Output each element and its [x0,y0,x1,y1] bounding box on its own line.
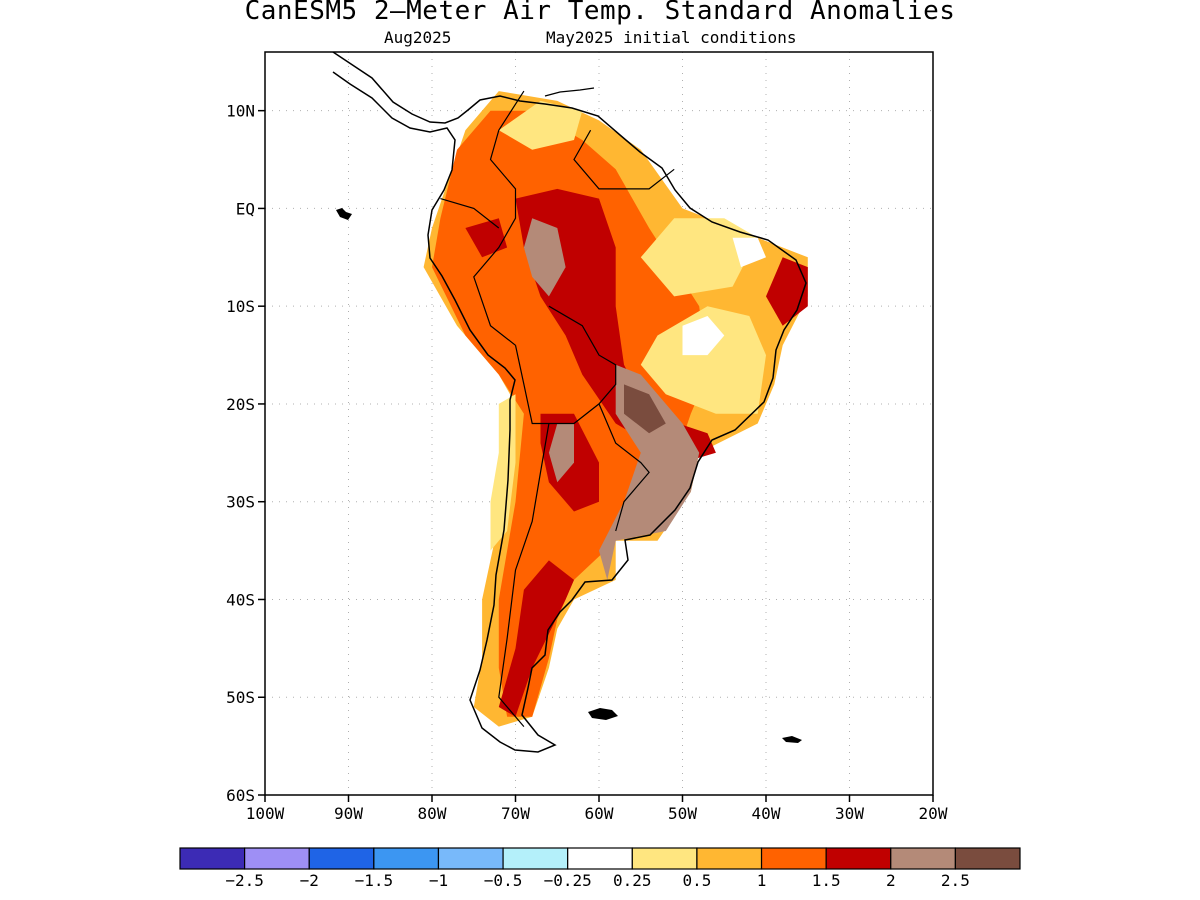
anomaly-region [640,218,758,297]
colorbar-label: −1 [429,871,448,890]
anomaly-region [548,423,574,483]
colorbar-swatch [954,847,1021,870]
y-tick-label: 20S [226,395,255,414]
south-georgia-island [782,736,802,743]
valid-month: Aug2025 [384,28,452,47]
colorbar-swatch [760,847,827,870]
colorbar-label: 2 [886,871,896,890]
x-tick-label: 90W [334,804,363,823]
x-tick-label: 100W [246,804,285,823]
x-tick-label: 60W [585,804,614,823]
colorbar: −2.5 −2 −1.5 −1 −0.5 −0.25 0.25 0.5 1 1.5 2 2.5 [179,847,1021,890]
x-tick-label: 70W [501,804,530,823]
axis-ticks: 100W 90W 80W 70W 60W 50W 40W 30W 20W 10N EQ 10S 20S 3… [226,102,948,823]
south-america-coastline [332,52,807,753]
anomaly-region [640,306,766,414]
y-tick-label: EQ [236,199,255,218]
x-tick-label: 40W [752,804,781,823]
coastlines [332,52,807,753]
colorbar-swatch [890,847,956,870]
colorbar-swatch [437,847,504,870]
falkland-islands [588,708,618,720]
colorbar-label: 1.5 [812,871,841,890]
colorbar-label: 1 [757,871,767,890]
x-tick-label: 80W [418,804,447,823]
country-border [473,90,525,346]
anomaly-region [732,237,766,268]
anomaly-region [498,560,574,717]
y-tick-label: 10S [226,297,255,316]
colorbar-label: −0.5 [484,871,523,890]
colorbar-swatch [631,847,698,870]
x-tick-label: 20W [919,804,948,823]
colorbar-label: −2.5 [225,871,264,890]
x-tick-label: 30W [835,804,864,823]
country-border [498,423,550,727]
y-tick-label: 10N [226,102,255,121]
initial-conditions: May2025 initial conditions [546,28,797,47]
anomaly-region [465,218,508,258]
colorbar-label: 0.5 [682,871,711,890]
colorbar-swatch [244,847,310,870]
colorbar-label: −1.5 [355,871,394,890]
colorbar-label: −0.25 [544,871,592,890]
cuba-island [544,87,595,97]
colorbar-swatch [373,847,440,870]
colorbar-swatch [179,847,246,870]
colorbar-swatch [308,847,375,870]
colorbar-swatch [696,847,763,870]
country-borders [440,90,675,727]
colorbar-swatch [502,847,569,870]
country-border [573,129,675,190]
y-tick-label: 30S [226,493,255,512]
colorbar-swatch [825,847,892,870]
colorbar-label: −2 [300,871,319,890]
anomaly-region [682,316,725,356]
map-title: CanESM5 2—Meter Air Temp. Standard Anoma… [244,0,956,26]
colorbar-swatch [567,847,633,870]
anomaly-region [498,100,583,150]
colorbar-label: 0.25 [613,871,652,890]
y-tick-label: 40S [226,590,255,609]
y-tick-label: 50S [226,688,255,707]
anomaly-shading [423,91,808,727]
anomaly-region [523,218,566,297]
galapagos-islands [336,208,352,220]
x-tick-label: 50W [668,804,697,823]
country-border [598,403,650,532]
country-border [440,198,500,229]
anomaly-region [624,384,666,434]
y-tick-label: 60S [226,786,255,805]
colorbar-label: 2.5 [941,871,970,890]
anomaly-region [515,188,716,463]
